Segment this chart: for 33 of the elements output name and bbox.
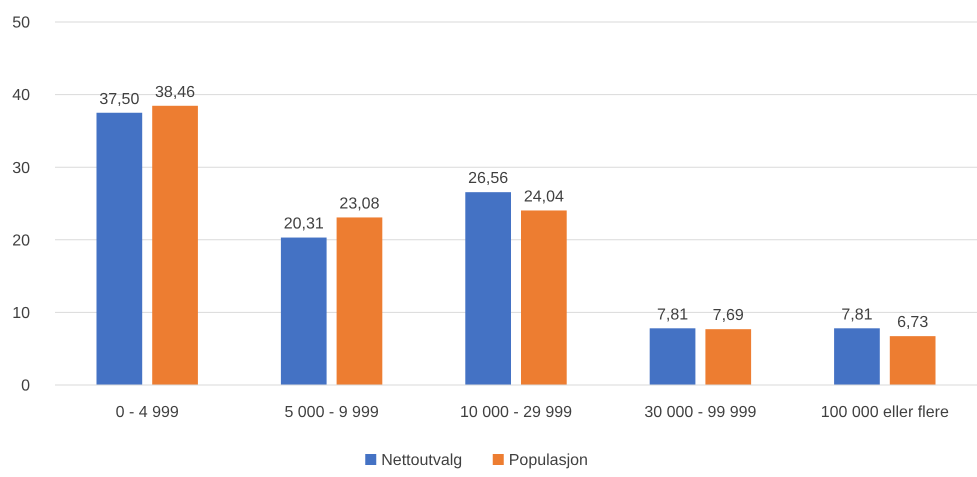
y-tick-label: 40: [12, 87, 30, 104]
bar: [705, 329, 752, 385]
y-tick-label: 10: [12, 305, 30, 322]
data-label: 6,73: [897, 314, 928, 332]
y-tick-label: 0: [21, 378, 30, 395]
x-tick-label: 30 000 - 99 999: [644, 404, 757, 421]
bar: [96, 112, 142, 385]
y-tick-label: 30: [12, 160, 30, 177]
data-label: 38,46: [155, 84, 196, 101]
data-label: 7,81: [656, 306, 688, 324]
data-label: 7,69: [712, 307, 744, 324]
bar: [280, 238, 327, 385]
bar: [465, 192, 511, 385]
x-tick-label: 5 000 - 9 999: [284, 404, 379, 421]
data-label: 24,04: [524, 188, 564, 206]
bar: [890, 336, 936, 385]
data-label: 20,31: [284, 216, 324, 233]
data-label: 26,56: [468, 170, 508, 188]
data-label: 23,08: [339, 195, 380, 212]
x-tick-label: 0 - 4 999: [116, 404, 179, 421]
y-tick-label: 20: [12, 232, 30, 250]
y-tick-label: 50: [12, 14, 30, 32]
bar: [650, 328, 696, 385]
legend-label: Populasjon: [508, 452, 588, 469]
bar: [152, 106, 198, 385]
x-tick-label: 10 000 - 29 999: [460, 404, 572, 421]
bar: [336, 217, 382, 385]
x-tick-label: 100 000 eller flere: [820, 404, 949, 421]
bar: [834, 328, 880, 385]
legend-label: Nettoutvalg: [381, 452, 462, 469]
data-label: 37,50: [99, 90, 140, 108]
data-label: 7,81: [841, 306, 873, 324]
bar: [521, 210, 567, 385]
